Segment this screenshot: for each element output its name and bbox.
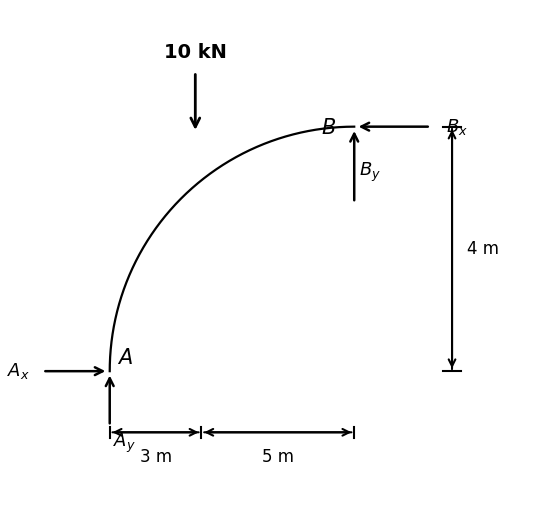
Text: $B_y$: $B_y$ xyxy=(359,161,381,184)
Text: 4 m: 4 m xyxy=(467,240,499,258)
Text: $A_x$: $A_x$ xyxy=(8,361,30,381)
Text: $B$: $B$ xyxy=(321,118,336,138)
Text: $A$: $A$ xyxy=(118,348,133,368)
Text: 10 kN: 10 kN xyxy=(164,44,227,62)
Text: $A_y$: $A_y$ xyxy=(113,432,136,455)
Text: $B_x$: $B_x$ xyxy=(446,117,468,137)
Text: 5 m: 5 m xyxy=(262,448,294,465)
Text: 3 m: 3 m xyxy=(140,448,171,465)
